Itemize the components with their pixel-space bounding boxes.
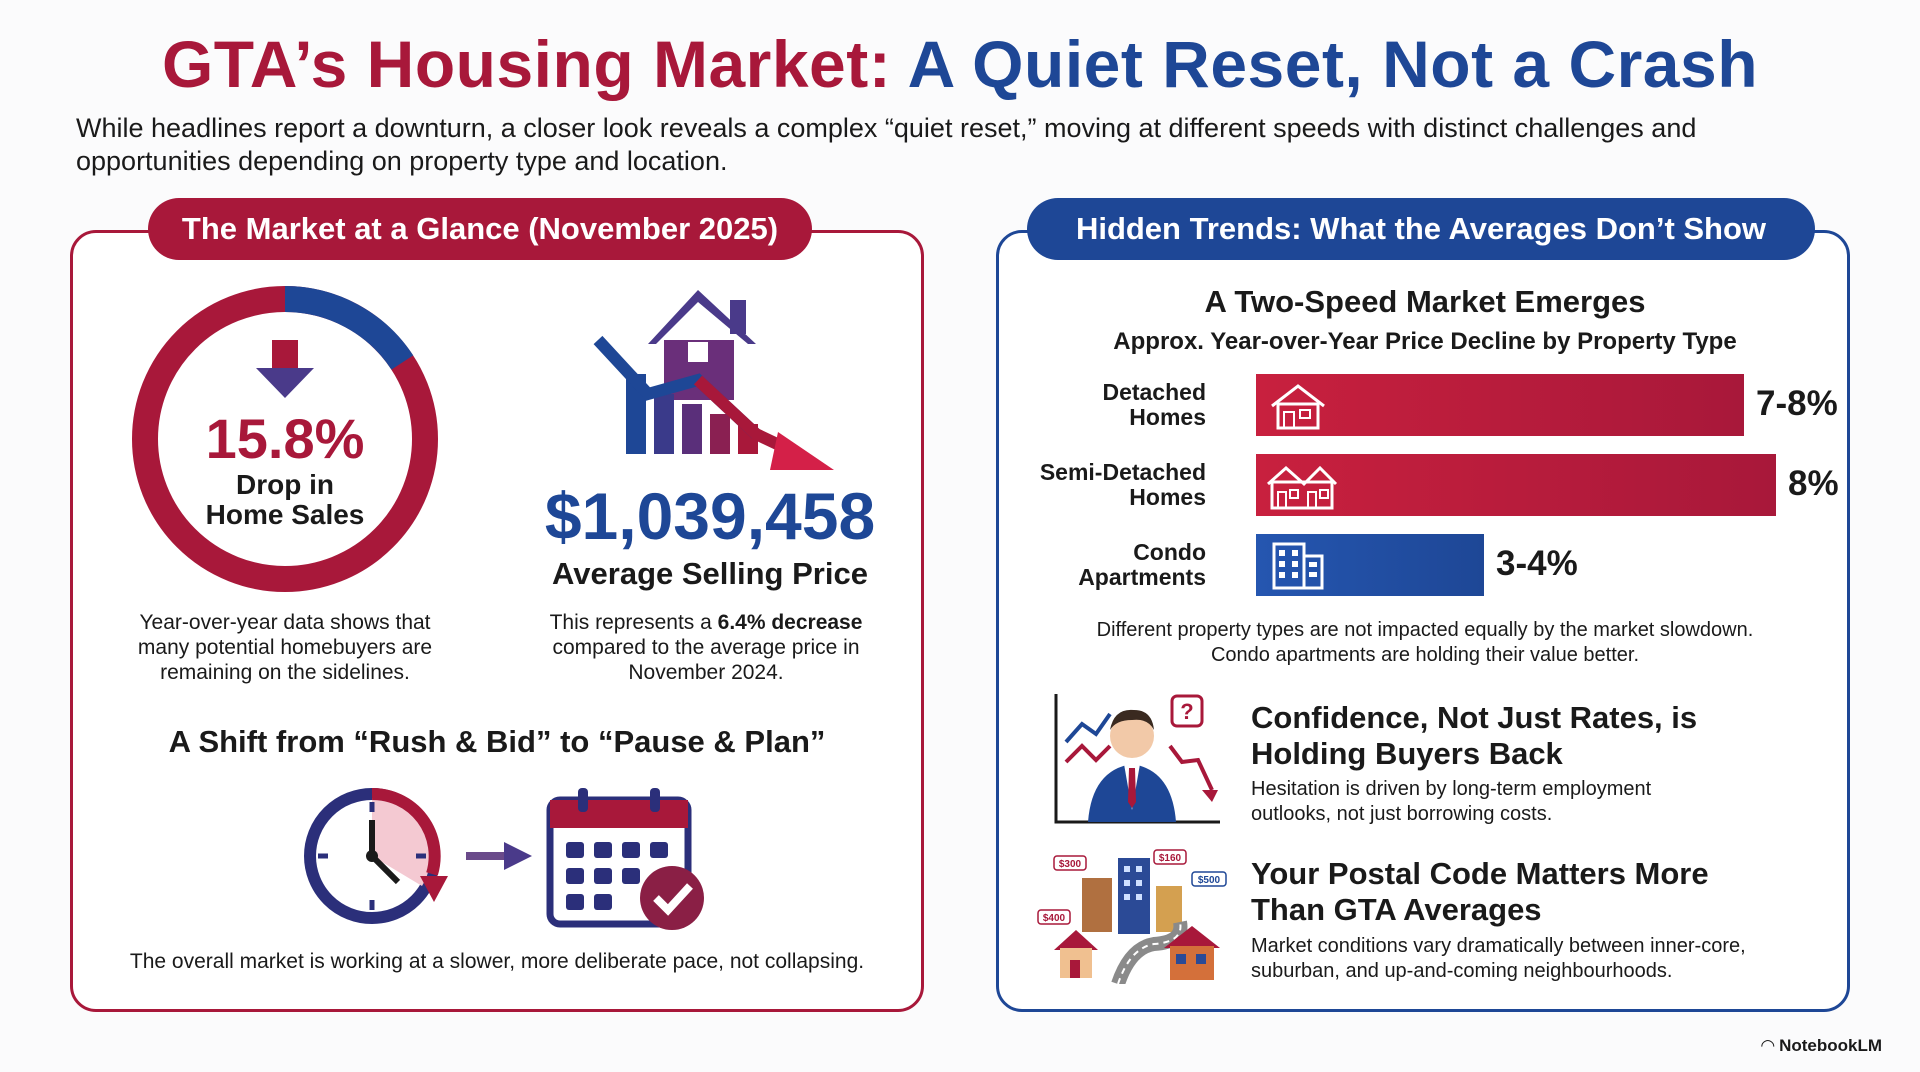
average-price-label: Average Selling Price <box>552 556 868 591</box>
chart-heading: A Two-Speed Market Emerges <box>1204 284 1646 319</box>
condo-building-icon <box>1272 542 1324 590</box>
bar-label-detached-line2: Homes <box>1129 404 1206 430</box>
market-glance-panel <box>70 230 924 1012</box>
notebooklm-logo-icon: ◠ <box>1761 1036 1780 1055</box>
trend-confidence-text-line1: Hesitation is driven by long-term employ… <box>1251 778 1652 800</box>
title-red-part: GTA’s Housing Market: <box>161 27 892 101</box>
donut-drop-segment <box>284 286 414 370</box>
price-tag-4: $400 <box>1043 913 1066 924</box>
notebooklm-brand: ◠ NotebookLM <box>1761 1036 1882 1056</box>
trend-postal-heading-line1: Your Postal Code Matters More <box>1251 856 1709 891</box>
bar-label-semi-detached: Semi-Detached Homes <box>1000 460 1206 510</box>
bar-label-semi-detached-line2: Homes <box>1129 484 1206 510</box>
bar-value-condo: 3-4% <box>1496 544 1578 583</box>
average-price-caption: This represents a 6.4% decrease compared… <box>530 610 882 685</box>
chart-caption-line1: Different property types are not impacte… <box>1096 619 1754 641</box>
calendar-check-icon <box>546 788 704 930</box>
trend-postal-text: Market conditions vary dramatically betw… <box>1251 934 1831 984</box>
hesitant-buyer-icon: ? <box>1054 694 1220 824</box>
bar-condo <box>1256 534 1484 596</box>
trend-confidence-text-line2: outlooks, not just borrowing costs. <box>1251 803 1553 825</box>
house-decline-icon <box>593 290 834 470</box>
bar-value-semi-detached: 8% <box>1788 464 1839 503</box>
market-glance-pill: The Market at a Glance (November 2025) <box>148 198 812 260</box>
trend-postal-text-line1: Market conditions vary dramatically betw… <box>1251 935 1746 957</box>
notebooklm-brand-text: NotebookLM <box>1779 1036 1882 1055</box>
sales-drop-donut <box>132 286 438 592</box>
arrow-right-icon <box>466 842 532 870</box>
trend-confidence-heading-line1: Confidence, Not Just Rates, is <box>1251 700 1698 735</box>
price-tag-2: $160 <box>1159 853 1182 864</box>
trend-confidence-text: Hesitation is driven by long-term employ… <box>1251 777 1831 827</box>
price-tag-3: $500 <box>1198 875 1221 886</box>
svg-text:?: ? <box>1180 699 1193 724</box>
price-tag-1: $300 <box>1059 859 1082 870</box>
sales-drop-label-line1: Drop in <box>236 469 334 500</box>
bar-label-detached-line1: Detached <box>1102 379 1206 405</box>
trend-postal-heading-line2: Than GTA Averages <box>1251 892 1542 927</box>
chart-caption-line2: Condo apartments are holding their value… <box>1210 644 1640 666</box>
bar-detached <box>1256 374 1744 436</box>
bar-label-condo: Condo Apartments <box>1000 540 1206 590</box>
price-caption-bold: 6.4% decrease <box>717 611 863 634</box>
semi-detached-icon <box>1267 465 1338 510</box>
bar-label-semi-detached-line1: Semi-Detached <box>1039 459 1206 485</box>
chart-caption: Different property types are not impacte… <box>1000 618 1850 668</box>
sales-drop-caption: Year-over-year data shows that many pote… <box>137 611 433 684</box>
arrow-down-icon <box>256 340 314 398</box>
page-subtitle: While headlines report a downturn, a clo… <box>76 113 1697 176</box>
hidden-trends-pill: Hidden Trends: What the Averages Don’t S… <box>1027 198 1815 260</box>
house-icon <box>1271 384 1325 430</box>
price-caption-post: compared to the average price in Novembe… <box>552 636 860 684</box>
sales-drop-label-line2: Home Sales <box>205 499 365 530</box>
trend-confidence-heading: Confidence, Not Just Rates, is Holding B… <box>1251 700 1831 772</box>
shift-caption: The overall market is working at a slowe… <box>129 950 865 973</box>
sales-drop-value: 15.8% <box>205 407 365 470</box>
page-title: GTA’s Housing Market: A Quiet Reset, Not… <box>0 26 1920 102</box>
trend-confidence-heading-line2: Holding Buyers Back <box>1251 736 1563 771</box>
bar-label-detached: Detached Homes <box>1000 380 1206 430</box>
decline-bar-chart: Detached Homes Semi-Detached Homes Condo… <box>1000 366 1850 606</box>
neighbourhood-icon: $300 $160 $500 $400 <box>1037 849 1227 984</box>
average-price-value: $1,039,458 <box>544 479 876 553</box>
price-caption-pre: This represents a <box>549 611 718 634</box>
shift-heading: A Shift from “Rush & Bid” to “Pause & Pl… <box>168 724 826 759</box>
bar-label-condo-line2: Apartments <box>1078 564 1206 590</box>
bar-semi-detached <box>1256 454 1776 516</box>
bar-value-detached: 7-8% <box>1756 384 1838 423</box>
sales-drop-label: Drop in Home Sales <box>128 470 442 530</box>
bar-label-condo-line1: Condo <box>1133 539 1206 565</box>
chart-subheading: Approx. Year-over-Year Price Decline by … <box>1113 328 1737 355</box>
title-blue-part: A Quiet Reset, Not a Crash <box>907 27 1759 101</box>
clock-icon <box>304 787 448 924</box>
trend-postal-text-line2: suburban, and up-and-coming neighbourhoo… <box>1251 960 1673 982</box>
trend-postal-heading: Your Postal Code Matters More Than GTA A… <box>1251 856 1831 928</box>
